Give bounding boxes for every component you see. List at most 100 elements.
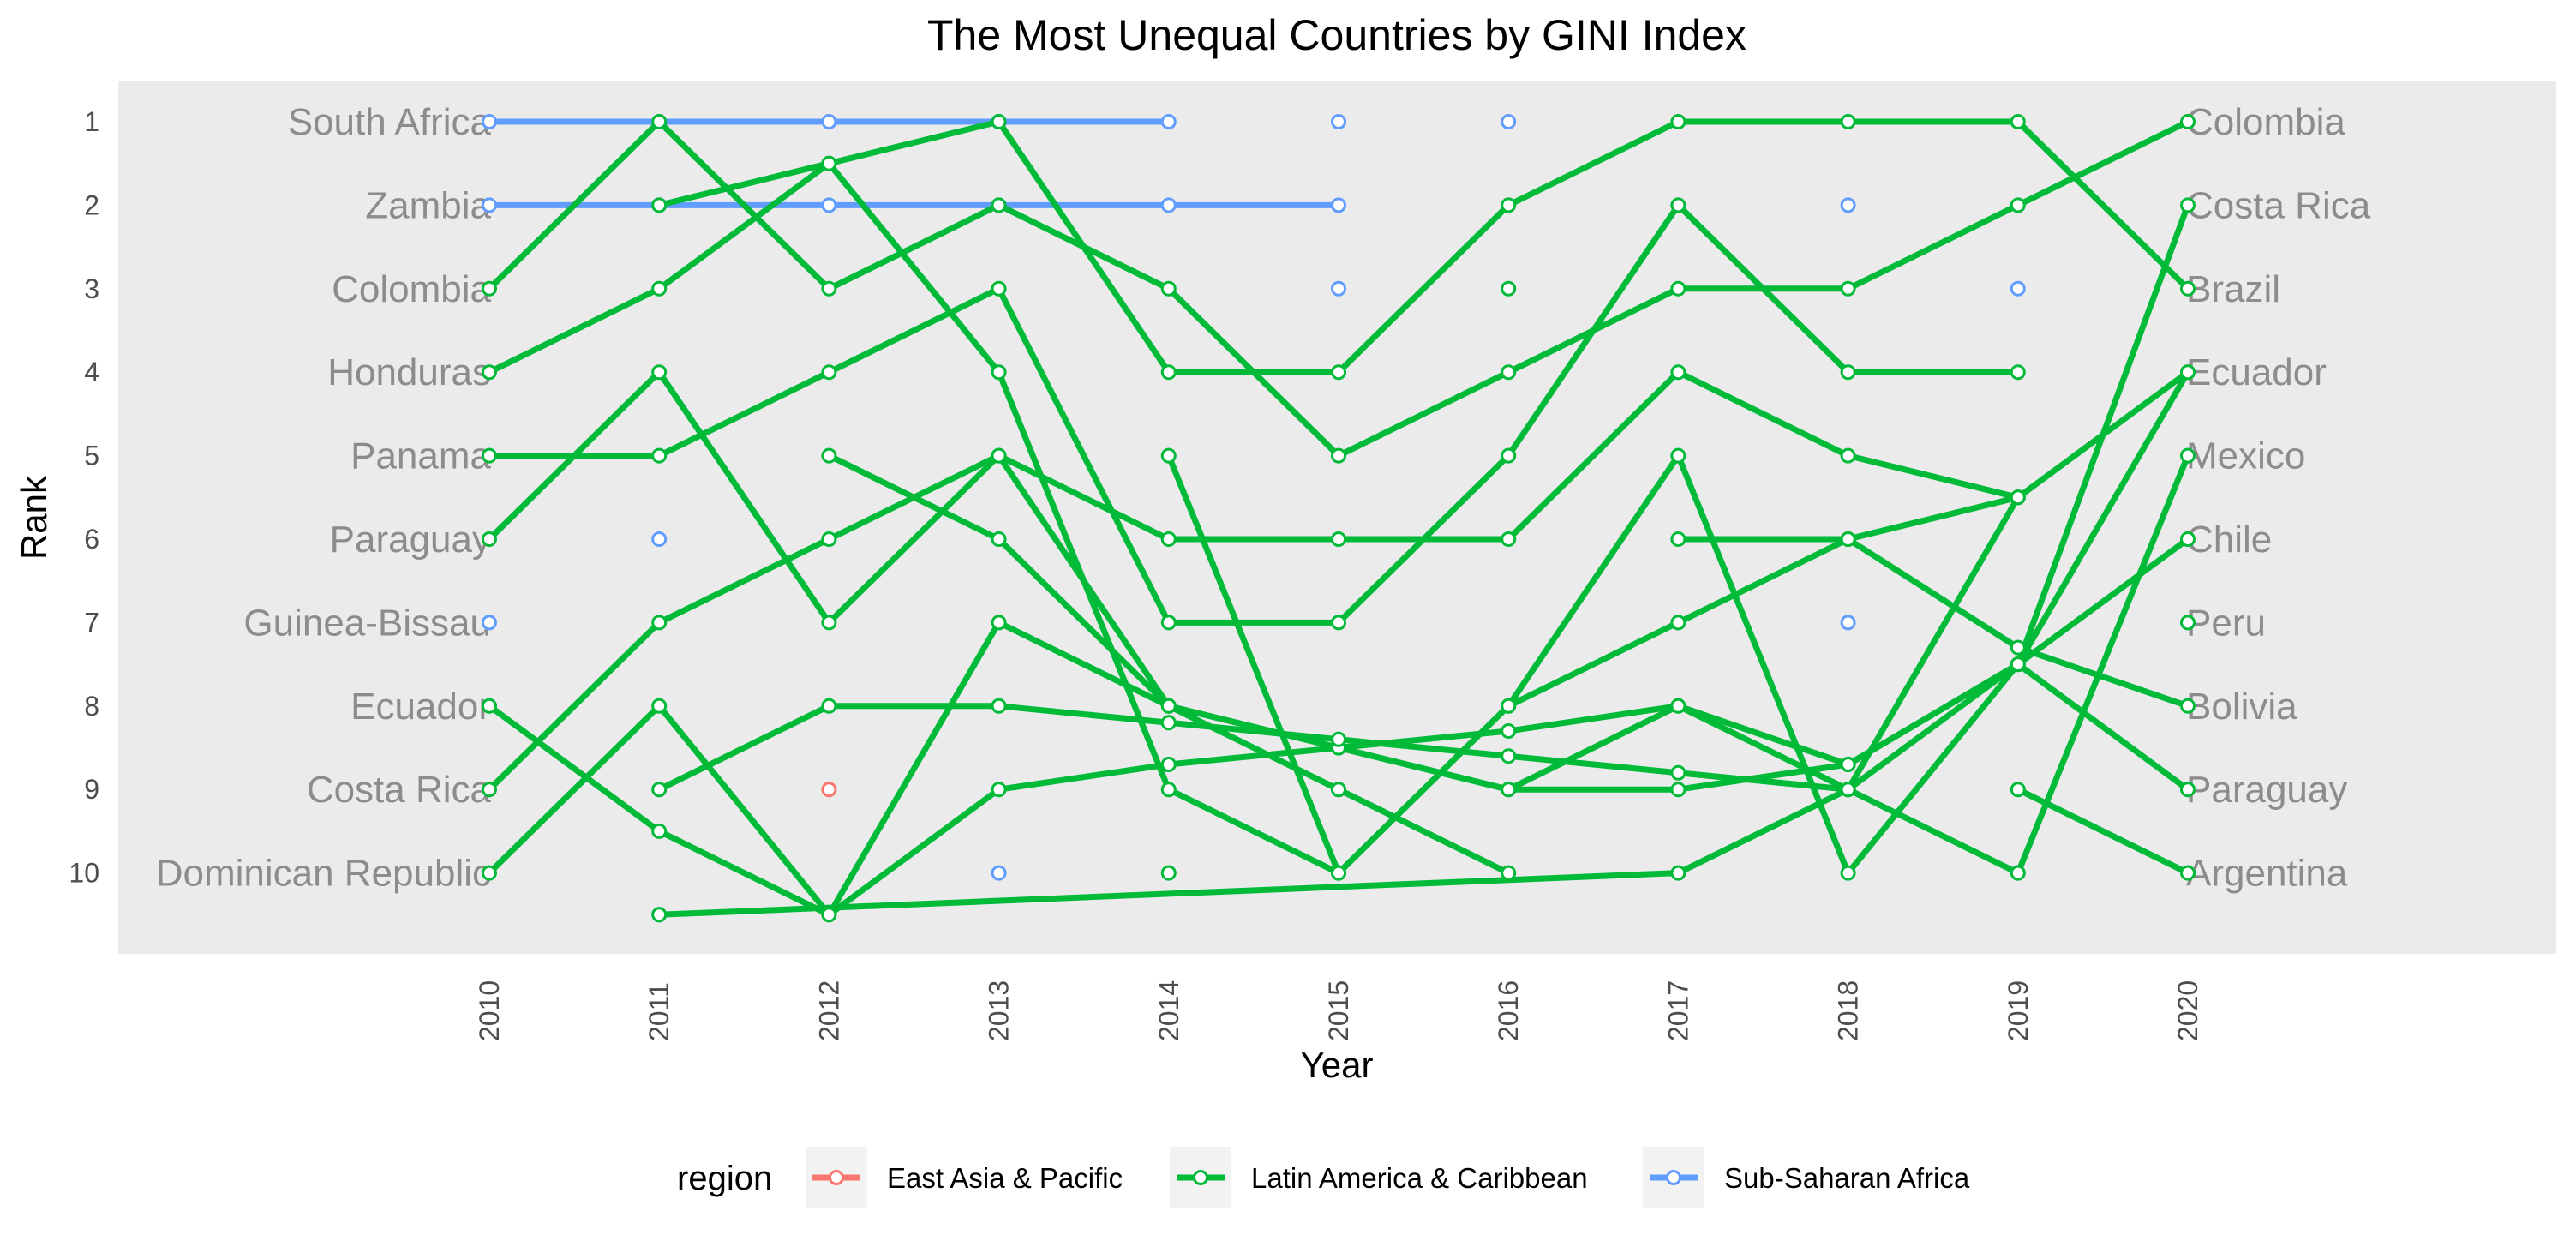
data-point xyxy=(1501,865,1517,881)
right-country-label: Mexico xyxy=(2186,435,2305,477)
data-point xyxy=(1331,531,1346,547)
data-point xyxy=(1670,197,1686,213)
data-point xyxy=(2180,698,2196,714)
data-point xyxy=(821,531,837,547)
left-country-label: Costa Rica xyxy=(307,769,492,811)
data-point xyxy=(821,698,837,714)
data-point xyxy=(2180,865,2196,881)
data-point xyxy=(651,698,668,714)
y-tick-label: 8 xyxy=(84,691,99,722)
data-point xyxy=(821,782,837,798)
y-tick-label: 4 xyxy=(84,357,99,387)
data-point xyxy=(991,197,1007,213)
data-point xyxy=(991,447,1007,464)
data-point xyxy=(482,782,497,798)
data-point xyxy=(1840,531,1856,547)
x-tick-label: 2016 xyxy=(1493,980,1524,1041)
data-point xyxy=(991,280,1007,297)
data-point xyxy=(2010,114,2026,129)
x-tick-label: 2013 xyxy=(984,980,1015,1041)
data-point xyxy=(2180,197,2196,213)
x-tick-label: 2015 xyxy=(1323,980,1354,1041)
y-tick-label: 6 xyxy=(84,524,99,555)
left-country-label: Honduras xyxy=(327,351,491,393)
data-point xyxy=(821,364,837,381)
x-tick-label: 2012 xyxy=(813,980,844,1041)
data-point xyxy=(2010,364,2026,381)
data-point xyxy=(1670,531,1686,547)
data-point xyxy=(651,114,668,129)
left-country-label: Paraguay xyxy=(330,519,491,561)
data-point xyxy=(991,531,1007,547)
data-point xyxy=(482,531,497,547)
data-point xyxy=(482,447,497,464)
right-country-label: Argentina xyxy=(2186,853,2348,895)
data-point xyxy=(651,615,668,631)
data-point xyxy=(1501,447,1517,464)
data-point xyxy=(1670,865,1686,881)
data-point xyxy=(651,531,668,547)
left-country-label: Panama xyxy=(350,435,491,477)
data-point xyxy=(991,782,1007,798)
data-point xyxy=(991,615,1007,631)
data-point xyxy=(1670,698,1686,714)
plot-panel xyxy=(118,81,2556,954)
x-tick-label: 2011 xyxy=(644,982,674,1041)
data-point xyxy=(1160,756,1177,772)
data-point xyxy=(1670,447,1686,464)
data-point xyxy=(1160,865,1177,881)
data-point xyxy=(1670,764,1686,781)
data-point xyxy=(1840,615,1856,631)
data-point xyxy=(482,364,497,381)
data-point xyxy=(1501,748,1517,764)
data-point xyxy=(1331,364,1346,381)
x-tick-label: 2010 xyxy=(474,980,505,1041)
x-axis-title: Year xyxy=(1301,1045,1374,1085)
data-point xyxy=(1501,531,1517,547)
data-point xyxy=(1501,114,1517,129)
data-point xyxy=(651,447,668,464)
data-point xyxy=(651,907,668,923)
data-point xyxy=(482,280,497,297)
legend-entry-label: Sub-Saharan Africa xyxy=(1724,1162,1970,1194)
x-axis-ticks: 2010 2011 2012 2013 2014 2015 2016 2017 2018 2019… xyxy=(474,980,2203,1041)
right-country-label: Costa Rica xyxy=(2186,184,2371,226)
data-point xyxy=(1501,197,1517,213)
data-point xyxy=(651,280,668,297)
data-point xyxy=(1160,615,1177,631)
data-point xyxy=(1160,280,1177,297)
data-point xyxy=(1160,715,1177,731)
data-point xyxy=(821,280,837,297)
data-point xyxy=(1670,782,1686,798)
data-point xyxy=(482,615,497,631)
data-point xyxy=(1331,280,1346,297)
left-country-label: Ecuador xyxy=(350,686,491,728)
data-point xyxy=(991,364,1007,381)
data-point xyxy=(2010,280,2026,297)
data-point xyxy=(1501,782,1517,798)
chart-title: The Most Unequal Countries by GINI Index xyxy=(927,11,1746,59)
data-point xyxy=(1670,615,1686,631)
legend-key-point xyxy=(1666,1170,1681,1185)
data-point xyxy=(821,907,837,923)
y-axis-title: Rank xyxy=(14,475,54,560)
data-point xyxy=(1160,364,1177,381)
data-point xyxy=(1840,447,1856,464)
legend-key-point xyxy=(829,1170,844,1185)
right-country-label: Colombia xyxy=(2186,101,2345,143)
right-country-label: Brazil xyxy=(2186,268,2280,310)
data-point xyxy=(1670,364,1686,381)
right-country-label: Paraguay xyxy=(2186,769,2347,811)
right-country-label: Chile xyxy=(2186,519,2272,561)
right-country-labels: Colombia Costa Rica Brazil Ecuador Mexico Chi… xyxy=(2186,101,2371,895)
x-tick-label: 2017 xyxy=(1662,980,1693,1041)
data-point xyxy=(2010,197,2026,213)
left-country-labels: South Africa Zambia Colombia Honduras Panama… xyxy=(156,101,492,895)
data-point xyxy=(1840,364,1856,381)
data-point xyxy=(2180,531,2196,547)
y-tick-label: 3 xyxy=(84,273,99,304)
x-tick-label: 2019 xyxy=(2003,980,2034,1041)
data-point xyxy=(1160,698,1177,714)
data-point xyxy=(482,114,497,129)
data-point xyxy=(1331,865,1346,881)
